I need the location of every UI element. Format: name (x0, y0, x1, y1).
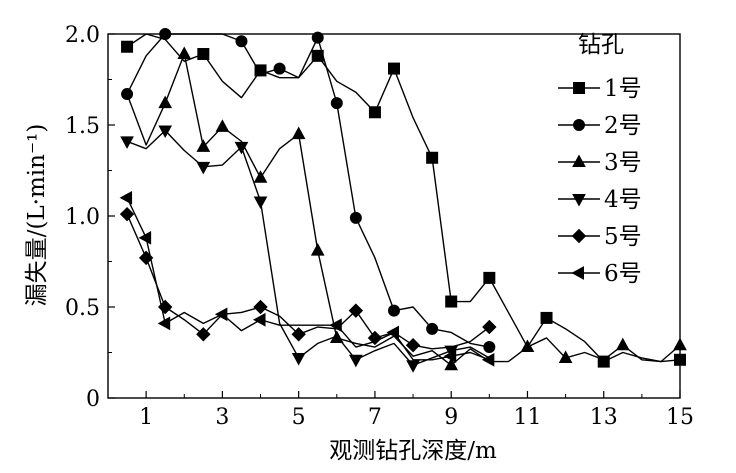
data-point-4 (234, 141, 249, 155)
x-tick-label: 5 (292, 405, 306, 430)
data-point-3 (253, 170, 268, 183)
data-point-2 (235, 35, 248, 48)
data-point-1 (540, 311, 553, 324)
y-tick-label: 2.0 (65, 23, 100, 48)
series-line-1 (126, 33, 681, 363)
data-point-3 (615, 337, 630, 351)
legend-title: 钻孔 (578, 32, 624, 58)
legend-marker-4 (572, 194, 586, 207)
y-tick-label: 1.5 (65, 114, 100, 139)
data-point-3 (196, 139, 211, 152)
data-point-2 (159, 28, 172, 40)
data-point-1 (597, 355, 610, 368)
data-point-1 (388, 62, 400, 75)
data-point-6 (386, 325, 399, 340)
data-point-3 (291, 126, 306, 140)
data-point-6 (481, 352, 495, 367)
data-point-3 (215, 119, 230, 132)
data-point-5 (119, 206, 135, 222)
data-point-6 (138, 230, 152, 245)
data-point-3 (520, 339, 535, 353)
legend-label-1: 1号 (604, 76, 642, 102)
data-point-4 (253, 196, 268, 209)
data-point-4 (120, 136, 134, 149)
data-point-5 (138, 250, 154, 266)
data-point-3 (444, 357, 459, 371)
data-point-3 (329, 330, 344, 343)
series-markers (119, 28, 687, 373)
y-tick-label: 0 (86, 387, 100, 412)
data-point-6 (252, 312, 266, 327)
legend-label-6: 6号 (604, 261, 642, 287)
legend-label-2: 2号 (604, 113, 642, 139)
data-point-2 (388, 304, 400, 317)
y-axis-label: 漏失量/(L·min⁻¹) (24, 124, 50, 307)
data-point-5 (291, 327, 306, 342)
series-line-6 (126, 197, 490, 361)
data-point-2 (426, 322, 439, 335)
data-point-5 (482, 319, 497, 335)
legend-marker-5 (571, 228, 587, 244)
legend-marker-3 (572, 154, 586, 167)
x-tick-label: 13 (590, 405, 618, 430)
data-point-1 (426, 151, 439, 164)
data-point-6 (119, 190, 133, 205)
x-axis-label: 观测钻孔深度/m (329, 438, 497, 464)
data-point-1 (311, 49, 324, 62)
series-line-5 (126, 213, 490, 350)
data-point-6 (214, 307, 228, 322)
data-point-3 (158, 95, 173, 109)
data-point-2 (483, 341, 496, 354)
data-point-5 (367, 330, 383, 346)
legend-marker-2 (573, 119, 585, 131)
legend-label-4: 4号 (604, 187, 642, 213)
x-tick-label: 11 (513, 405, 541, 430)
data-point-5 (405, 338, 421, 353)
data-point-2 (311, 31, 324, 44)
data-point-5 (157, 299, 173, 315)
data-point-1 (368, 106, 381, 119)
data-point-3 (673, 337, 687, 351)
y-tick-label: 1.0 (65, 205, 100, 230)
data-point-2 (121, 88, 134, 101)
x-tick-label: 9 (444, 405, 458, 430)
data-point-1 (197, 48, 210, 61)
y-tick-label: 0.5 (65, 296, 100, 321)
data-point-3 (310, 243, 325, 256)
data-point-3 (558, 350, 573, 363)
legend: 钻孔 1号 2号 3号 4号 5号 6号 (558, 32, 642, 287)
data-point-4 (349, 354, 363, 368)
x-tick-label: 7 (368, 405, 382, 430)
data-point-1 (483, 271, 496, 284)
data-point-4 (196, 161, 211, 175)
data-point-4 (291, 352, 306, 366)
legend-marker-6 (571, 266, 584, 280)
x-tick-label: 3 (215, 405, 229, 430)
data-point-5 (196, 327, 211, 342)
legend-label-3: 3号 (604, 150, 642, 176)
x-tick-label: 15 (666, 405, 694, 430)
series-line-3 (126, 53, 681, 366)
data-point-6 (157, 316, 171, 331)
data-point-2 (330, 97, 343, 110)
data-point-5 (253, 299, 268, 315)
data-point-4 (406, 360, 420, 373)
data-point-2 (273, 62, 286, 75)
data-point-6 (329, 318, 342, 333)
data-point-1 (674, 353, 686, 366)
data-point-5 (348, 303, 364, 318)
data-point-2 (349, 211, 362, 224)
x-tick-label: 1 (139, 405, 153, 430)
legend-label-5: 5号 (604, 224, 642, 250)
data-point-4 (158, 125, 173, 139)
data-point-1 (445, 295, 458, 308)
data-point-6 (443, 349, 457, 363)
legend-marker-1 (573, 82, 585, 94)
data-point-1 (121, 40, 134, 53)
data-point-1 (254, 64, 267, 77)
data-point-3 (177, 46, 192, 60)
